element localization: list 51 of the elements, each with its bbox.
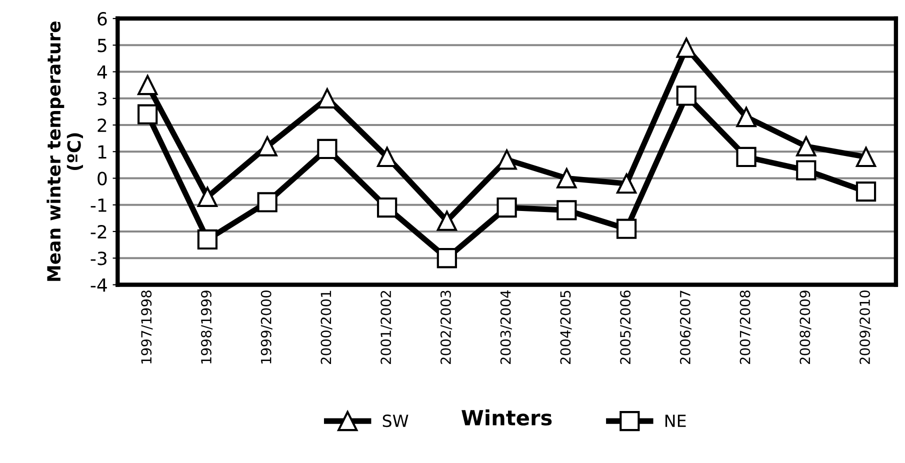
point: [676, 86, 696, 106]
point: [436, 248, 458, 268]
y-tick-label: 2: [98, 118, 106, 132]
x-tick-label: 2000/2001: [320, 290, 332, 364]
y-tick-label: 6: [98, 12, 107, 26]
point: [796, 160, 816, 180]
y-tick-label: -2: [90, 224, 106, 238]
x-tick-label: 2009/2010: [860, 290, 872, 364]
point: [496, 197, 517, 218]
x-tick-label: 2007/2008: [740, 290, 752, 364]
point: [556, 168, 577, 188]
x-tick-label: 2001/2002: [380, 291, 392, 364]
point: [556, 200, 577, 220]
point: [676, 38, 696, 58]
point: [736, 106, 756, 128]
y-tick-label: 4: [97, 65, 107, 79]
x-tick-label: 2004/2005: [560, 290, 572, 364]
point: [317, 138, 338, 160]
point: [376, 197, 398, 218]
point: [616, 174, 637, 194]
x-axis-title: Winters: [462, 409, 552, 426]
y-tick-label: -4: [90, 278, 107, 292]
point: [138, 75, 158, 96]
y-tick-label: 1: [98, 145, 106, 158]
x-tick-label: 2008/2009: [800, 290, 812, 364]
point: [257, 192, 278, 212]
x-tick-label: 1999/2000: [260, 290, 272, 364]
legend-label: SW: [382, 414, 408, 428]
x-tick-label: 1998/1999: [200, 290, 213, 364]
x-tick-label: 1997/1998: [141, 290, 153, 364]
point: [197, 186, 218, 207]
y-tick-label: 0: [98, 172, 107, 186]
legend-label: NE: [665, 414, 686, 427]
point: [197, 229, 218, 250]
x-tick-label: 2006/2007: [680, 290, 692, 364]
point: [436, 210, 458, 231]
y-axis-title: Mean winter temperature (ºC): [46, 22, 83, 281]
y-tick-label: -1: [90, 198, 106, 212]
x-tick-label: 2002/2003: [440, 290, 452, 364]
x-tick-label: 2005/2006: [620, 290, 632, 364]
x-tick-label: 2003/2004: [500, 290, 512, 364]
point: [796, 136, 816, 156]
point: [856, 146, 876, 168]
y-tick-label: 5: [98, 38, 106, 52]
point: [138, 104, 158, 124]
y-tick-label: -3: [90, 252, 106, 266]
point: [376, 146, 398, 168]
point: [856, 181, 876, 202]
point: [736, 146, 756, 168]
y-tick-label: 3: [98, 92, 106, 106]
point: [616, 218, 637, 239]
